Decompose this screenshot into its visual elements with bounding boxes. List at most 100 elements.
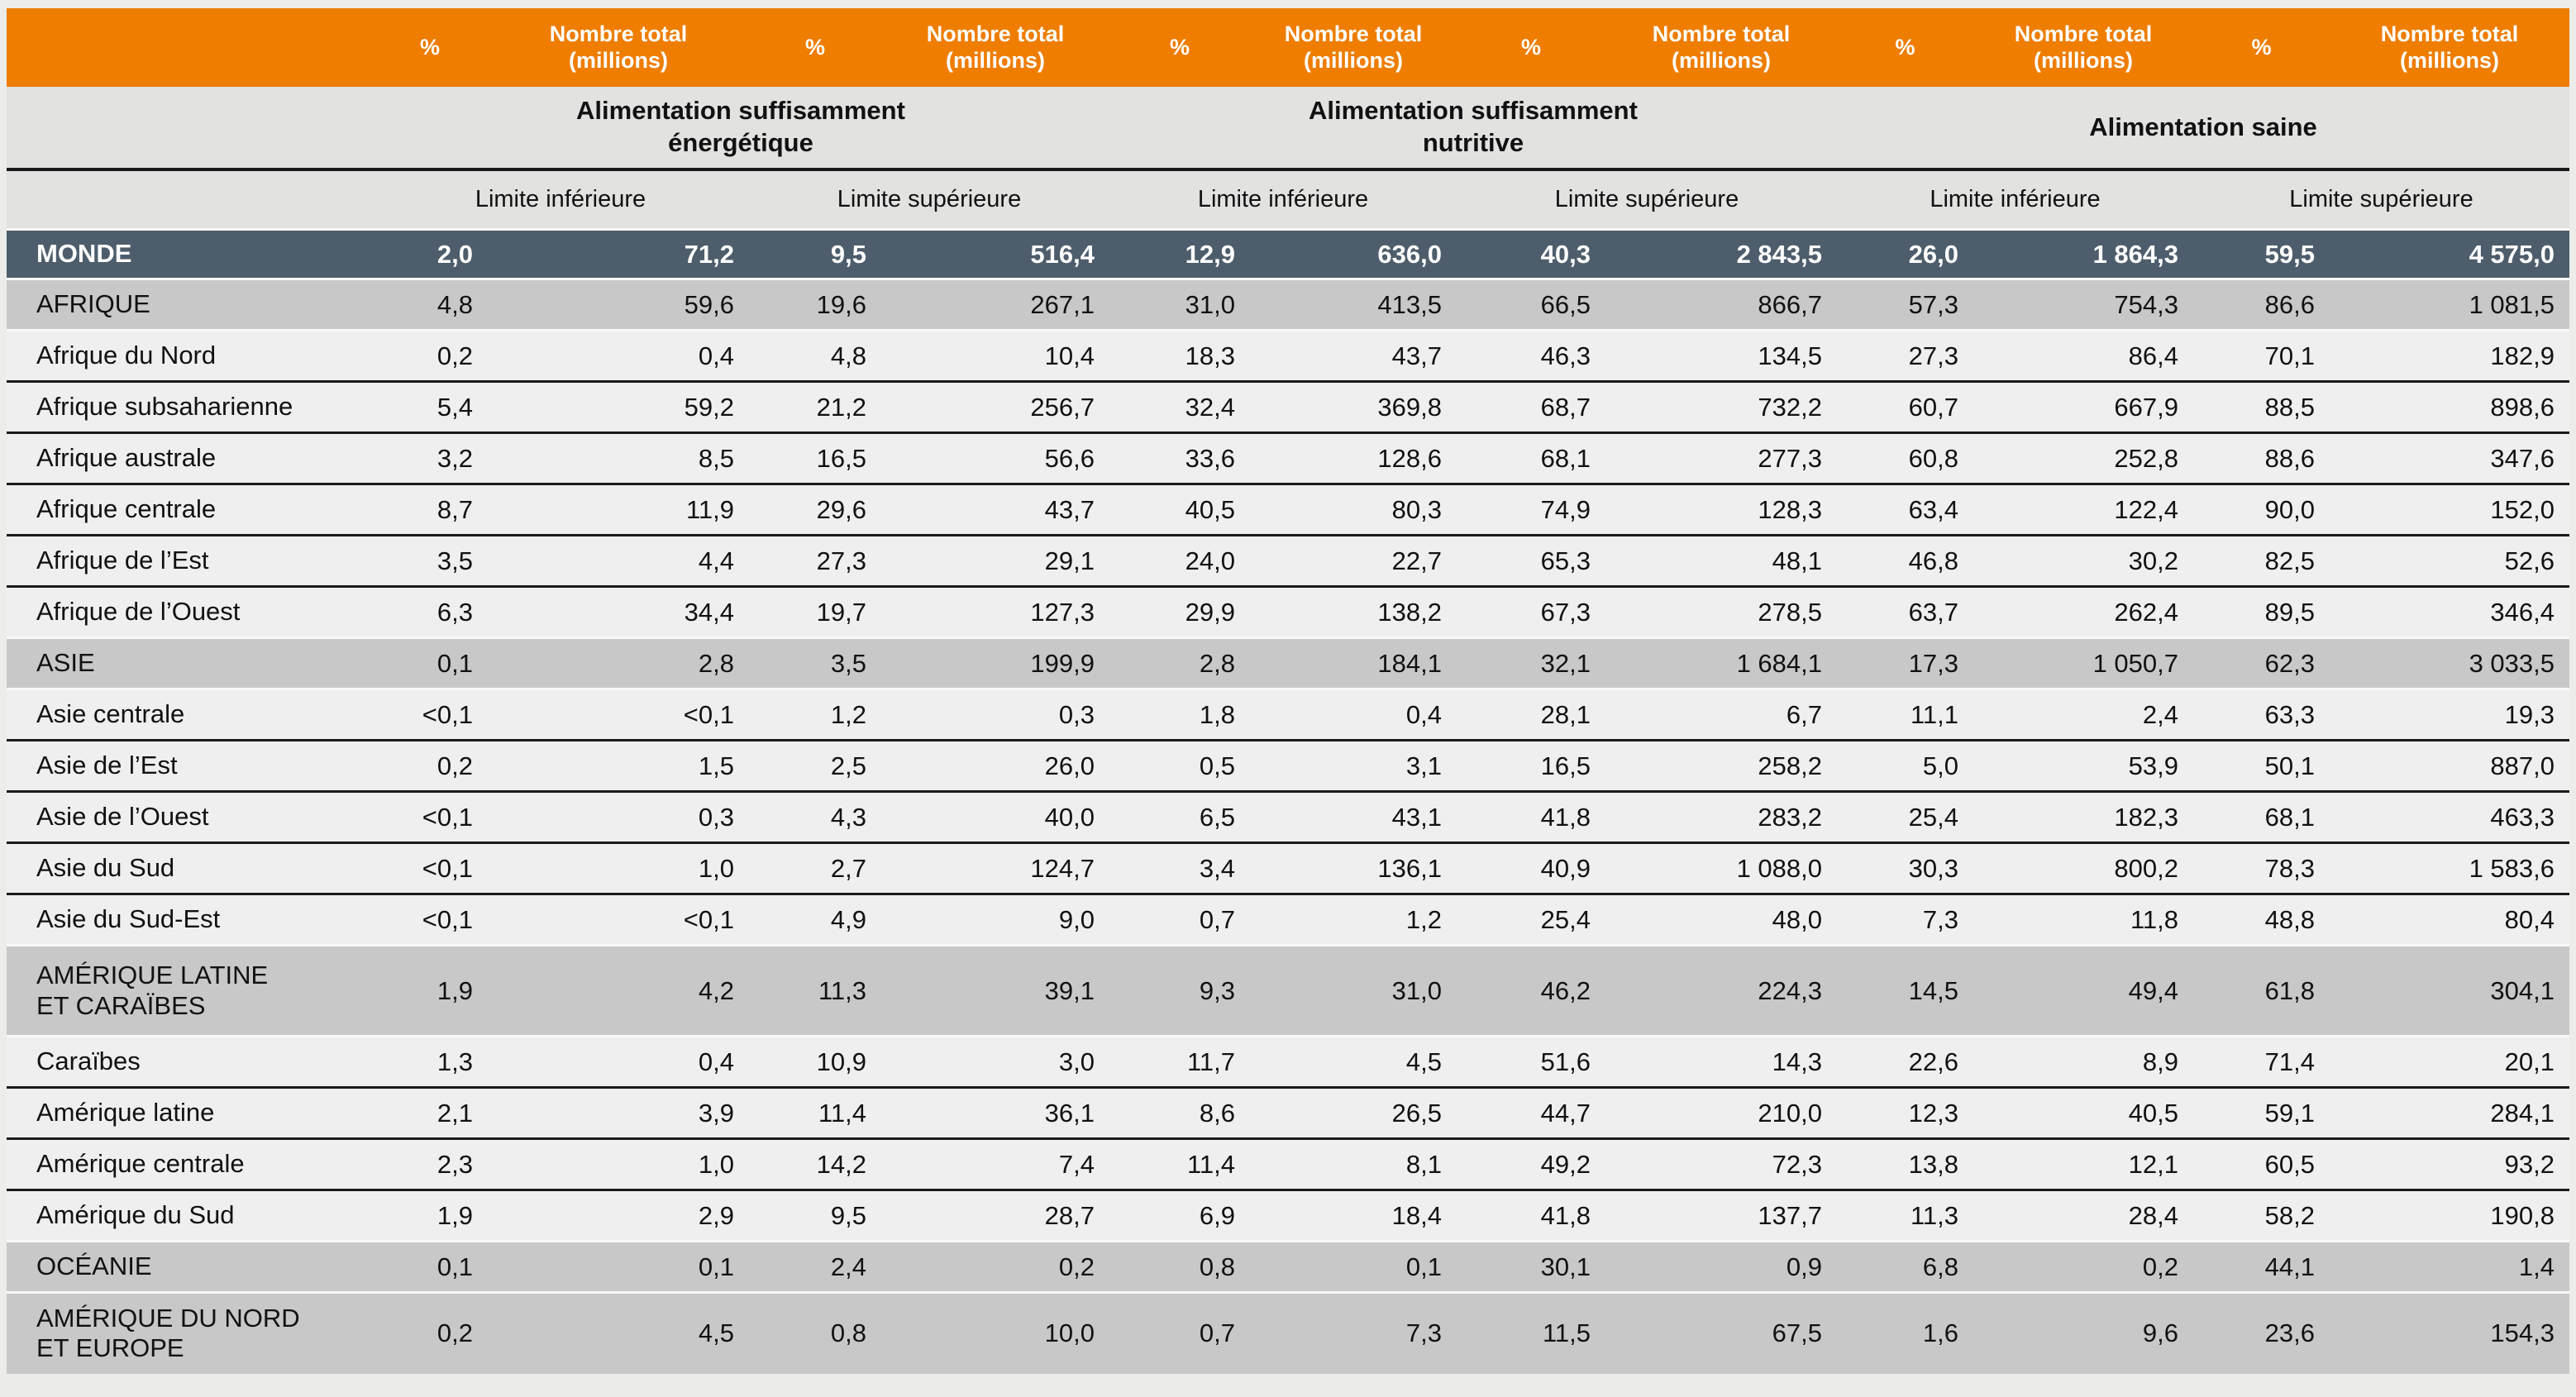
value-cell: 127,3 bbox=[881, 585, 1109, 638]
value-cell: 8,5 bbox=[488, 431, 749, 484]
value-cell: 80,3 bbox=[1250, 483, 1457, 536]
region-cell: Afrique centrale bbox=[7, 483, 372, 536]
value-cell: 18,4 bbox=[1250, 1189, 1457, 1242]
value-cell: 27,3 bbox=[749, 534, 881, 587]
percent-header: % bbox=[1109, 8, 1250, 87]
value-cell: 10,0 bbox=[881, 1291, 1109, 1374]
value-cell: 40,0 bbox=[881, 790, 1109, 843]
affordability-table: % Nombre total (millions) % Nombre total… bbox=[7, 8, 2569, 1374]
table-row: Afrique australe 3,2 8,5 16,5 56,6 33,6 … bbox=[7, 431, 2569, 484]
value-cell: 667,9 bbox=[1973, 380, 2193, 433]
value-cell: 0,1 bbox=[488, 1240, 749, 1293]
value-cell: 2,3 bbox=[372, 1137, 488, 1190]
value-cell: 10,9 bbox=[749, 1035, 881, 1088]
value-cell: 2,8 bbox=[1109, 637, 1250, 689]
total-header: Nombre total (millions) bbox=[1605, 8, 1837, 87]
value-cell: 16,5 bbox=[749, 431, 881, 484]
value-cell: 8,1 bbox=[1250, 1137, 1457, 1190]
value-cell: 14,3 bbox=[1605, 1035, 1837, 1088]
value-cell: 0,2 bbox=[1973, 1240, 2193, 1293]
value-cell: 11,8 bbox=[1973, 893, 2193, 946]
value-cell: 3,9 bbox=[488, 1086, 749, 1139]
value-cell: 30,1 bbox=[1457, 1240, 1605, 1293]
table-row: OCÉANIE 0,1 0,1 2,4 0,2 0,8 0,1 30,1 0,9… bbox=[7, 1240, 2569, 1293]
region-cell: Asie de l’Est bbox=[7, 739, 372, 792]
value-cell: 11,7 bbox=[1109, 1035, 1250, 1088]
value-cell: 0,2 bbox=[372, 1291, 488, 1374]
value-cell: 0,2 bbox=[372, 739, 488, 792]
value-cell: 44,1 bbox=[2193, 1240, 2330, 1293]
value-cell: <0,1 bbox=[488, 893, 749, 946]
value-cell: 52,6 bbox=[2330, 534, 2569, 587]
value-cell: 24,0 bbox=[1109, 534, 1250, 587]
value-cell: 413,5 bbox=[1250, 278, 1457, 331]
value-cell: 26,0 bbox=[1837, 228, 1973, 279]
value-cell: 1,4 bbox=[2330, 1240, 2569, 1293]
value-cell: 6,7 bbox=[1605, 688, 1837, 741]
value-cell: 11,5 bbox=[1457, 1291, 1605, 1374]
value-cell: 0,5 bbox=[1109, 739, 1250, 792]
value-cell: 49,4 bbox=[1973, 944, 2193, 1037]
region-cell: Amérique centrale bbox=[7, 1137, 372, 1190]
value-cell: 284,1 bbox=[2330, 1086, 2569, 1139]
value-cell: 7,4 bbox=[881, 1137, 1109, 1190]
value-cell: 59,2 bbox=[488, 380, 749, 433]
limit-upper-header: Limite supérieure bbox=[2193, 168, 2569, 230]
value-cell: 190,8 bbox=[2330, 1189, 2569, 1242]
value-cell: 46,8 bbox=[1837, 534, 1973, 587]
value-cell: 4,2 bbox=[488, 944, 749, 1037]
value-cell: 71,2 bbox=[488, 228, 749, 279]
value-cell: 12,1 bbox=[1973, 1137, 2193, 1190]
value-cell: 1 864,3 bbox=[1973, 228, 2193, 279]
value-cell: 7,3 bbox=[1837, 893, 1973, 946]
value-cell: 29,6 bbox=[749, 483, 881, 536]
region-cell: AFRIQUE bbox=[7, 278, 372, 331]
region-cell: OCÉANIE bbox=[7, 1240, 372, 1293]
value-cell: 82,5 bbox=[2193, 534, 2330, 587]
value-cell: 88,5 bbox=[2193, 380, 2330, 433]
value-cell: 25,4 bbox=[1457, 893, 1605, 946]
table-row: Afrique centrale 8,7 11,9 29,6 43,7 40,5… bbox=[7, 483, 2569, 536]
value-cell: 41,8 bbox=[1457, 1189, 1605, 1242]
limit-lower-header: Limite inférieure bbox=[1837, 168, 2193, 230]
value-cell: 2,7 bbox=[749, 842, 881, 894]
value-cell: 7,3 bbox=[1250, 1291, 1457, 1374]
value-cell: 46,2 bbox=[1457, 944, 1605, 1037]
value-cell: 60,8 bbox=[1837, 431, 1973, 484]
value-cell: 1,2 bbox=[1250, 893, 1457, 946]
value-cell: 19,7 bbox=[749, 585, 881, 638]
value-cell: 53,9 bbox=[1973, 739, 2193, 792]
value-cell: 40,5 bbox=[1109, 483, 1250, 536]
value-cell: 182,9 bbox=[2330, 329, 2569, 382]
value-cell: 1,8 bbox=[1109, 688, 1250, 741]
value-cell: 72,3 bbox=[1605, 1137, 1837, 1190]
value-cell: 2,0 bbox=[372, 228, 488, 279]
table-row: Afrique subsaharienne 5,4 59,2 21,2 256,… bbox=[7, 380, 2569, 433]
value-cell: 23,6 bbox=[2193, 1291, 2330, 1374]
value-cell: 30,2 bbox=[1973, 534, 2193, 587]
value-cell: 3,2 bbox=[372, 431, 488, 484]
value-cell: 86,4 bbox=[1973, 329, 2193, 382]
value-cell: 0,2 bbox=[881, 1240, 1109, 1293]
table-row: MONDE 2,0 71,2 9,5 516,4 12,9 636,0 40,3… bbox=[7, 228, 2569, 279]
table-header: % Nombre total (millions) % Nombre total… bbox=[7, 8, 2569, 230]
value-cell: 0,7 bbox=[1109, 893, 1250, 946]
value-cell: 63,3 bbox=[2193, 688, 2330, 741]
value-cell: 49,2 bbox=[1457, 1137, 1605, 1190]
value-cell: 40,9 bbox=[1457, 842, 1605, 894]
value-cell: 30,3 bbox=[1837, 842, 1973, 894]
value-cell: 1,5 bbox=[488, 739, 749, 792]
value-cell: 3,1 bbox=[1250, 739, 1457, 792]
value-cell: 516,4 bbox=[881, 228, 1109, 279]
value-cell: 18,3 bbox=[1109, 329, 1250, 382]
value-cell: 0,4 bbox=[1250, 688, 1457, 741]
value-cell: 57,3 bbox=[1837, 278, 1973, 331]
value-cell: 199,9 bbox=[881, 637, 1109, 689]
value-cell: 754,3 bbox=[1973, 278, 2193, 331]
value-cell: 3 033,5 bbox=[2330, 637, 2569, 689]
value-cell: 6,8 bbox=[1837, 1240, 1973, 1293]
value-cell: 48,8 bbox=[2193, 893, 2330, 946]
table-row: Asie centrale <0,1 <0,1 1,2 0,3 1,8 0,4 … bbox=[7, 688, 2569, 741]
table-row: Asie du Sud-Est <0,1 <0,1 4,9 9,0 0,7 1,… bbox=[7, 893, 2569, 946]
value-cell: 60,7 bbox=[1837, 380, 1973, 433]
